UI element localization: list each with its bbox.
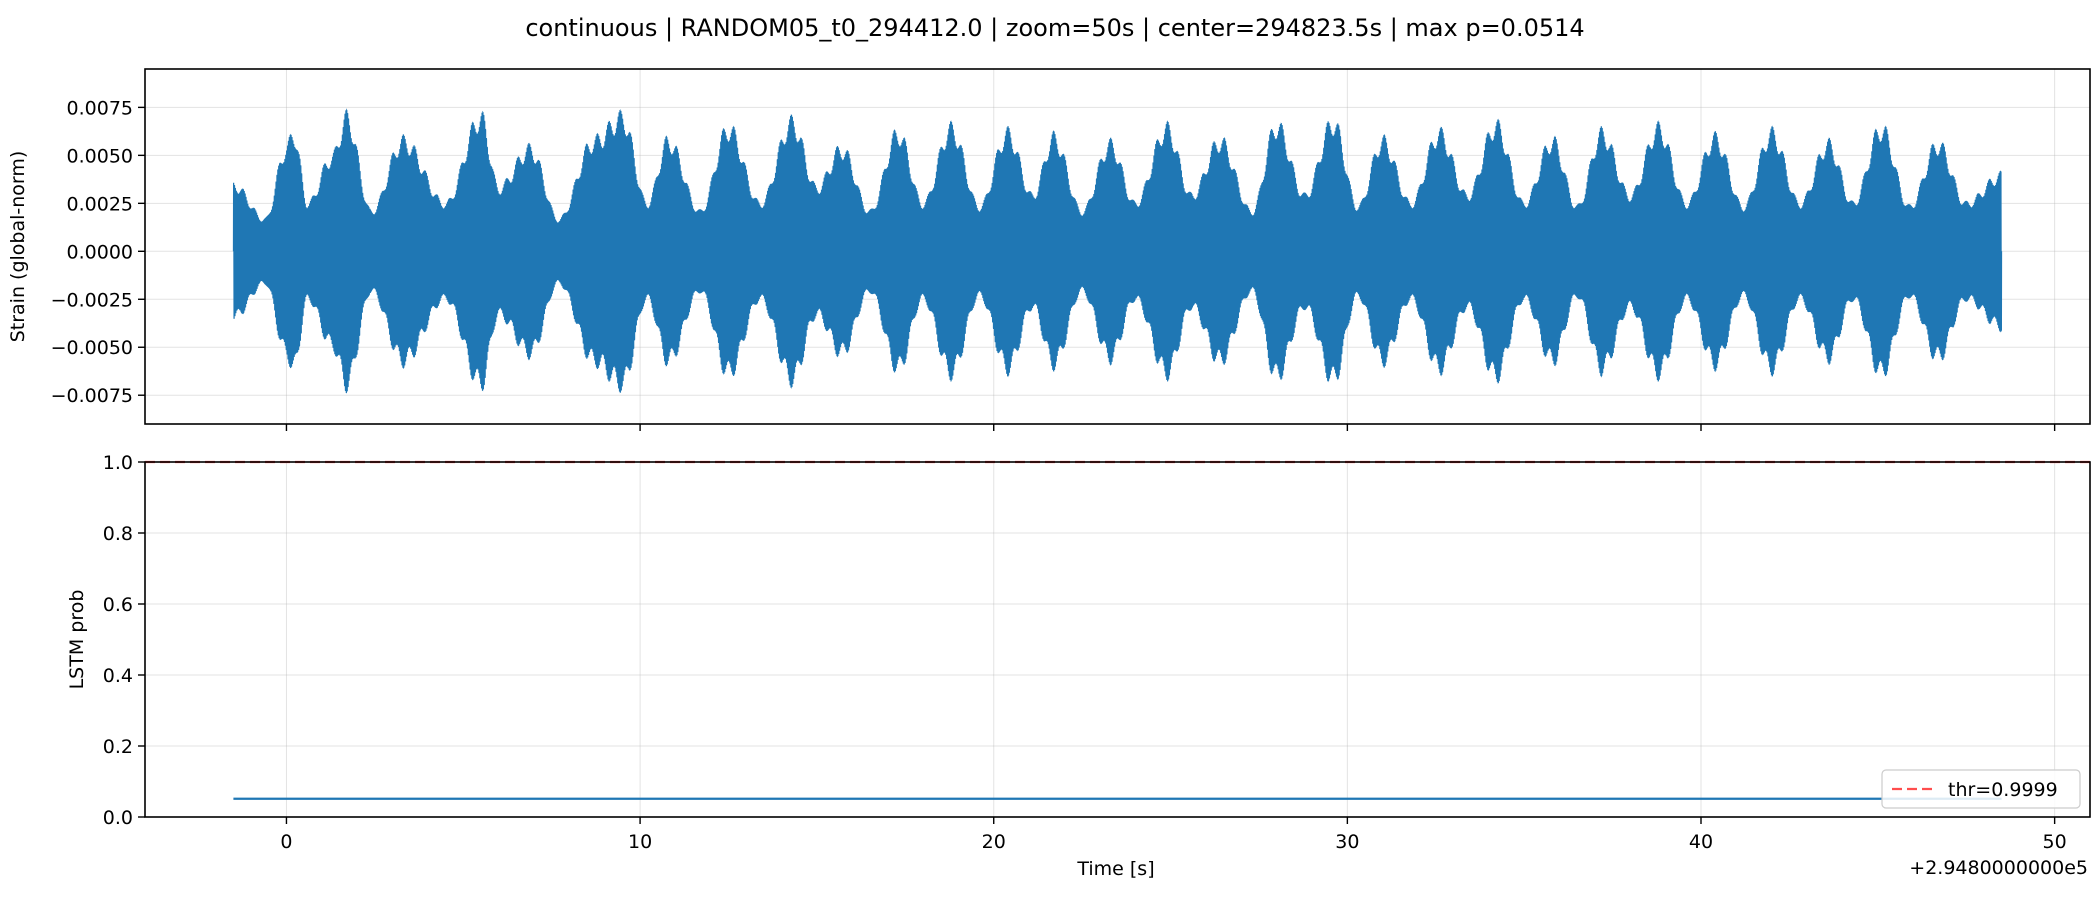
probability-grid xyxy=(145,461,2090,818)
probability-y-axis-label: LSTM prob xyxy=(66,590,88,690)
probability-x-tick-label: 50 xyxy=(2043,831,2067,853)
strain-y-tick-label: −0.0075 xyxy=(51,385,133,407)
probability-y-tick-label: 1.0 xyxy=(103,452,133,474)
strain-axes-frame xyxy=(144,68,2091,425)
strain-y-tick-label: 0.0025 xyxy=(67,193,133,215)
strain-ticks: −0.0075 −0.0050 −0.0025 0.0000 0.0025 0.0050 0… xyxy=(51,97,2056,431)
strain-y-axis-label: Strain (global-norm) xyxy=(7,151,29,343)
probability-panel: 0 10 20 30 40 500.00.20.40.60.81.0 LSTM prob … xyxy=(66,452,2091,880)
strain-series-line xyxy=(232,108,2003,394)
probability-y-tick-label: 0.6 xyxy=(103,594,133,616)
probability-y-tick-label: 0.2 xyxy=(103,736,133,758)
probability-x-tick-label: 30 xyxy=(1335,831,1359,853)
strain-y-tick-label: 0.0050 xyxy=(67,145,133,167)
probability-y-tick-label: 0.8 xyxy=(103,523,133,545)
probability-ticks: 0 10 20 30 40 50 0.0 0.2 0.4 0.6 0.8 1.0 xyxy=(103,452,2067,853)
strain-y-tick-label: 0.0075 xyxy=(67,97,133,119)
probability-x-tick-label: 20 xyxy=(982,831,1006,853)
legend: thr=0.9999 xyxy=(1881,769,2081,809)
x-axis-label: Time [s] xyxy=(1076,858,1154,880)
legend-threshold-label: thr=0.9999 xyxy=(1948,779,2058,801)
probability-axes-frame xyxy=(144,461,2091,818)
legend-box xyxy=(1881,769,2081,809)
strain-y-tick-label: −0.0025 xyxy=(51,289,133,311)
probability-y-tick-label: 0.0 xyxy=(103,807,133,829)
probability-y-tick-label: 0.4 xyxy=(103,665,133,687)
strain-y-tick-label: 0.0000 xyxy=(67,241,133,263)
probability-x-tick-label: 40 xyxy=(1689,831,1713,853)
x-axis-offset-label: +2.9480000000e5 xyxy=(1909,857,2088,879)
strain-y-tick-label: −0.0050 xyxy=(51,337,133,359)
figure-title: continuous | RANDOM05_t0_294412.0 | zoom… xyxy=(525,14,1584,42)
probability-x-tick-label: 0 xyxy=(280,831,292,853)
probability-x-tick-label: 10 xyxy=(628,831,652,853)
strain-panel: −0.0075 −0.0050 −0.0025 0.0000 0.0025 0.0050 0… xyxy=(7,68,2091,431)
